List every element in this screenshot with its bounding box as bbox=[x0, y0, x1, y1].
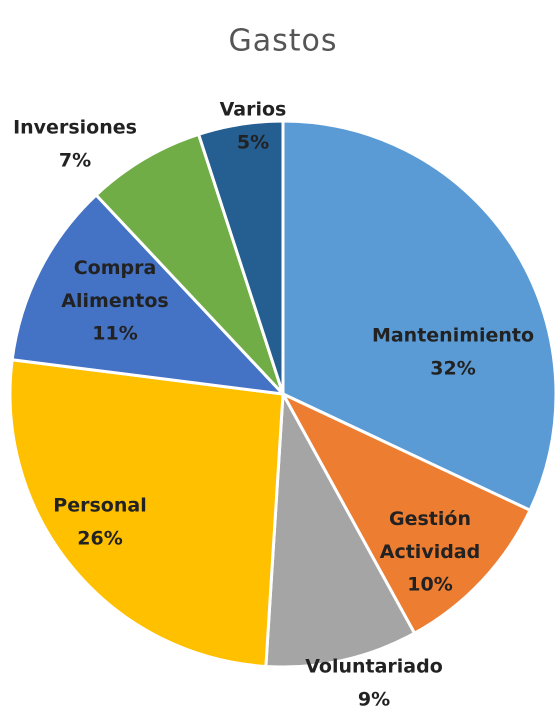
pie-slice bbox=[279, 390, 533, 636]
slice-value-label: 10% bbox=[407, 574, 452, 596]
pie-slice bbox=[196, 119, 285, 395]
slice-label: Voluntariado bbox=[305, 656, 443, 678]
slice-value-label: 11% bbox=[92, 323, 137, 345]
slice-value-label: 9% bbox=[358, 689, 390, 709]
slice-label: Compra Alimentos bbox=[61, 257, 168, 312]
slice-value-label: 26% bbox=[77, 528, 122, 550]
slice-value-label: 7% bbox=[59, 150, 91, 172]
pie-slice bbox=[264, 388, 417, 669]
pie-slice bbox=[93, 132, 285, 396]
pie-slice bbox=[10, 192, 287, 397]
pie-slice bbox=[281, 119, 557, 513]
slice-value-label: 32% bbox=[430, 358, 475, 380]
pie-slice bbox=[8, 358, 285, 669]
chart-title: Gastos bbox=[228, 24, 337, 59]
slice-value-label: 5% bbox=[237, 132, 269, 154]
slice-label: Gestión Actividad bbox=[380, 508, 480, 563]
slice-label: Mantenimiento bbox=[372, 325, 534, 347]
slice-label: Personal bbox=[53, 495, 146, 517]
slice-label: Inversiones bbox=[13, 117, 137, 139]
slice-label: Varios bbox=[220, 99, 287, 121]
